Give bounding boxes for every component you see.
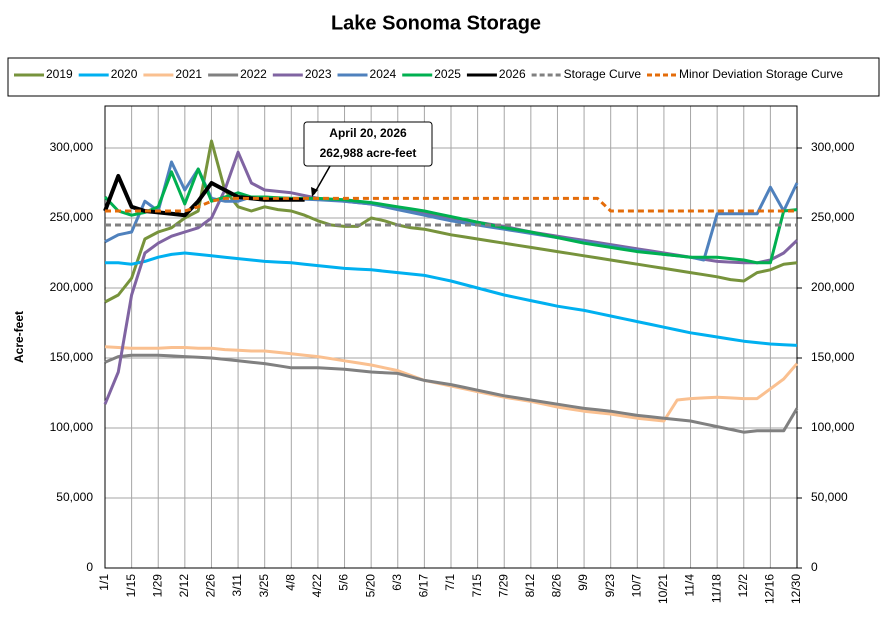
series-line bbox=[103, 174, 305, 218]
y2-tick-label: 50,000 bbox=[811, 490, 848, 504]
x-tick-label: 2/12 bbox=[177, 574, 191, 598]
y2-tick-label: 250,000 bbox=[811, 210, 855, 224]
annotation: April 20, 2026 262,988 acre-feet bbox=[303, 121, 433, 197]
x-tick-label: 6/3 bbox=[390, 574, 404, 591]
x-tick-label: 11/4 bbox=[683, 574, 697, 597]
legend-label: 2019 bbox=[46, 67, 73, 81]
x-tick-label: 12/2 bbox=[736, 574, 750, 598]
x-tick-label: 8/12 bbox=[523, 574, 537, 598]
x-tick-label: 5/6 bbox=[337, 574, 351, 591]
x-tick-label: 3/25 bbox=[257, 574, 271, 598]
x-tick-label: 4/8 bbox=[283, 574, 297, 591]
legend-label: 2020 bbox=[111, 67, 138, 81]
x-tick-label: 4/22 bbox=[310, 574, 324, 598]
x-tick-label: 2/26 bbox=[204, 574, 218, 598]
x-tick-label: 7/15 bbox=[470, 574, 484, 598]
series-line bbox=[105, 196, 797, 213]
legend-label: 2022 bbox=[240, 67, 267, 81]
annotation-text: 262,988 acre-feet bbox=[320, 146, 417, 160]
x-tick-label: 9/9 bbox=[576, 574, 590, 591]
y-tick-label: 250,000 bbox=[50, 210, 94, 224]
y-tick-label: 150,000 bbox=[50, 350, 94, 364]
series-line bbox=[104, 139, 798, 304]
legend-label: 2023 bbox=[305, 67, 332, 81]
series-line bbox=[105, 251, 798, 347]
y2-tick-label: 150,000 bbox=[811, 350, 855, 364]
x-tick-label: 10/21 bbox=[656, 574, 670, 604]
y-tick-label: 50,000 bbox=[56, 490, 93, 504]
x-tick-label: 5/20 bbox=[363, 574, 377, 598]
y-tick-label: 100,000 bbox=[50, 420, 94, 434]
chart-title: Lake Sonoma Storage bbox=[331, 12, 541, 34]
series-line bbox=[103, 167, 798, 265]
annotation-arrowhead bbox=[311, 187, 318, 197]
legend-label: Minor Deviation Storage Curve bbox=[679, 67, 843, 81]
x-tick-label: 7/1 bbox=[443, 574, 457, 591]
x-tick-label: 1/29 bbox=[150, 574, 164, 598]
y2-tick-label: 300,000 bbox=[811, 140, 855, 154]
x-tick-label: 1/1 bbox=[97, 574, 111, 591]
legend-box bbox=[7, 57, 880, 97]
x-tick-label: 3/11 bbox=[230, 574, 244, 597]
annotation-box bbox=[303, 121, 433, 167]
legend-label: 2025 bbox=[434, 67, 461, 81]
legend-label: 2026 bbox=[499, 67, 526, 81]
y-axis-label: Acre-feet bbox=[12, 311, 26, 363]
y2-tick-label: 200,000 bbox=[811, 280, 855, 294]
y-tick-label: 0 bbox=[86, 560, 93, 574]
x-tick-label: 9/23 bbox=[603, 574, 617, 598]
x-tick-label: 12/30 bbox=[789, 574, 803, 604]
legend-label: 2024 bbox=[370, 67, 397, 81]
legend-label: 2021 bbox=[175, 67, 202, 81]
plot-frame bbox=[104, 105, 798, 569]
x-tick-label: 1/15 bbox=[124, 574, 138, 598]
x-tick-label: 11/18 bbox=[709, 574, 723, 603]
series-line bbox=[104, 353, 799, 434]
x-tick-label: 10/7 bbox=[629, 574, 643, 598]
y2-tick-label: 0 bbox=[811, 560, 818, 574]
y2-tick-label: 100,000 bbox=[811, 420, 855, 434]
x-tick-label: 12/16 bbox=[763, 574, 777, 604]
legend-label: Storage Curve bbox=[564, 67, 642, 81]
y-tick-label: 300,000 bbox=[50, 140, 94, 154]
annotation-text: April 20, 2026 bbox=[329, 126, 407, 140]
x-tick-label: 6/17 bbox=[417, 574, 431, 598]
x-tick-label: 8/26 bbox=[550, 574, 564, 598]
annotation-arrow bbox=[313, 165, 331, 195]
y-tick-label: 200,000 bbox=[50, 280, 94, 294]
x-tick-label: 7/29 bbox=[496, 574, 510, 598]
